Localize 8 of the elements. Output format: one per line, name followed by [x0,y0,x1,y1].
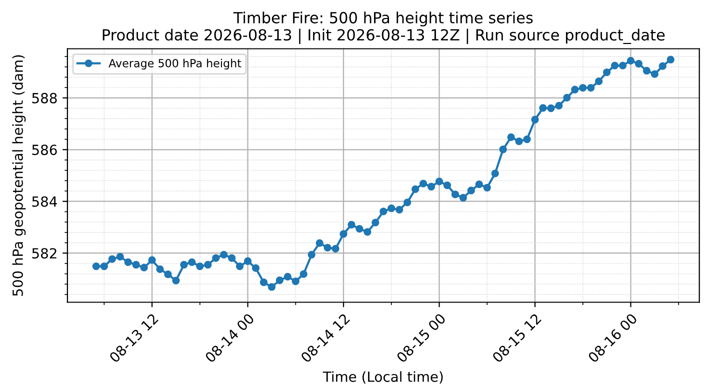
x-axis-title: Time (Local time) [322,371,443,384]
y-tick-label: 588 [32,92,57,104]
chart-title: Timber Fire: 500 hPa height time series Product date 2026-08-13 | Init 2026-08-13 12Z | Run source product_date [102,12,665,44]
y-axis-title: 500 hPa geopotential height (dam) [12,55,26,296]
y-tick-label: 584 [32,196,57,207]
y-tick-label: 582 [32,248,56,259]
y-tick-label: 586 [32,144,57,156]
legend-label: Average 500 hPa height [108,58,242,70]
